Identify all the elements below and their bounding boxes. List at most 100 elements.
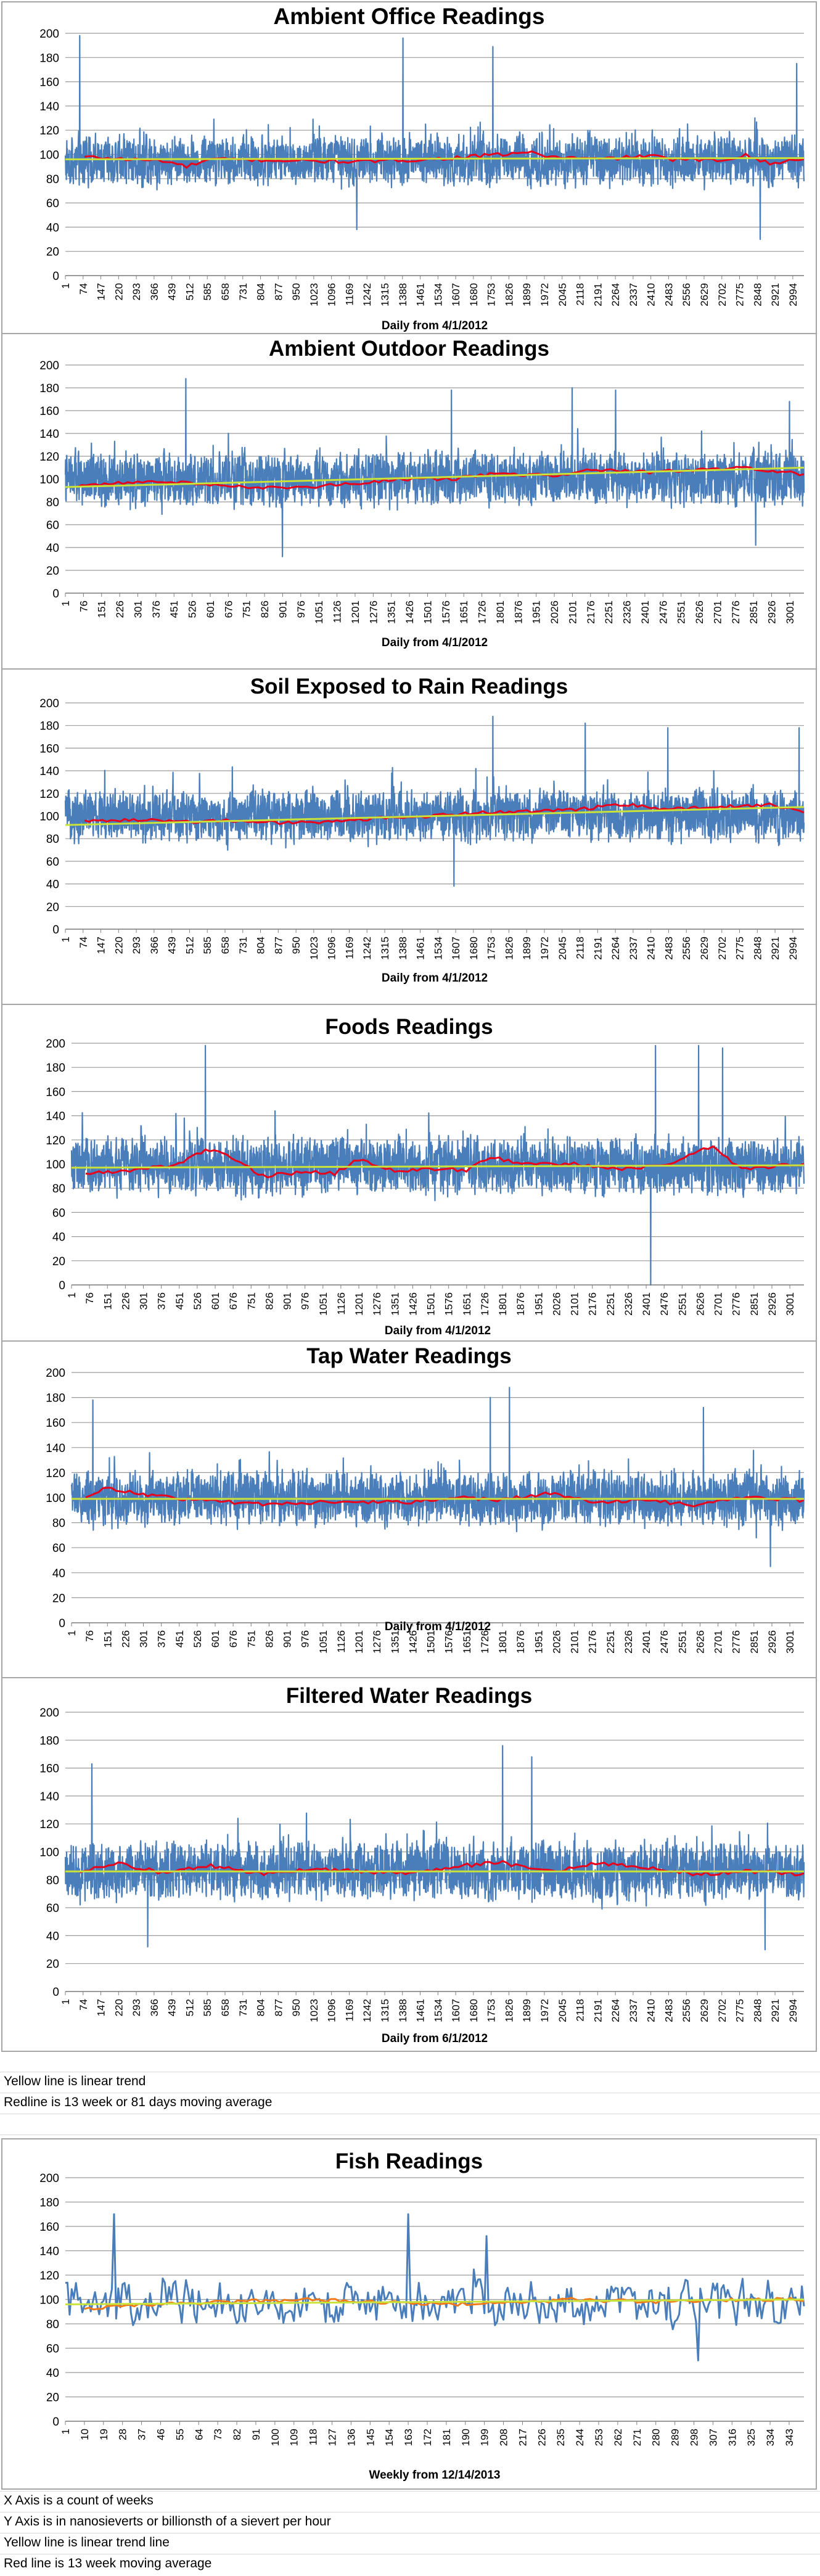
note-trend-line: Yellow line is linear trend line (4, 2535, 170, 2549)
x-tick-label: 526 (187, 601, 199, 618)
x-tick-label: 451 (168, 601, 180, 618)
x-tick-label: 2775 (734, 1999, 746, 2022)
x-tick-label: 1876 (512, 601, 524, 624)
y-tick-label: 80 (46, 1874, 59, 1887)
x-tick-label: 2251 (603, 601, 615, 624)
y-tick-label: 200 (39, 359, 59, 372)
x-tick-label: 1126 (335, 1292, 347, 1315)
x-tick-label: 1461 (415, 1999, 427, 2022)
y-tick-label: 120 (39, 451, 59, 464)
x-tick-label: 2629 (699, 937, 710, 960)
y-tick-label: 160 (39, 2221, 59, 2234)
x-tick-label: 658 (219, 1999, 231, 2016)
y-tick-label: 180 (39, 1734, 59, 1747)
x-tick-label: 2026 (551, 1292, 562, 1316)
y-tick-label: 100 (39, 149, 59, 162)
x-tick-label: 1801 (494, 601, 506, 624)
x-tick-label: 1 (60, 2429, 72, 2434)
y-tick-label: 0 (52, 2416, 59, 2429)
x-tick-label: 46 (155, 2429, 166, 2440)
x-tick-label: 2026 (551, 1630, 562, 1654)
x-tick-label: 877 (273, 283, 284, 300)
y-tick-label: 60 (46, 1902, 59, 1915)
x-tick-label: 226 (536, 2429, 547, 2446)
x-tick-label: 1 (60, 283, 72, 289)
x-tick-label: 826 (263, 1630, 275, 1647)
y-tick-label: 160 (39, 405, 59, 418)
y-tick-label: 180 (46, 1392, 65, 1405)
x-tick-label: 2921 (769, 937, 781, 960)
note-red-line: Redline is 13 week or 81 days moving ave… (4, 2095, 273, 2109)
x-tick-label: 1351 (389, 1630, 401, 1654)
series-trend-line (65, 2299, 805, 2305)
x-tick-label: 2851 (748, 601, 760, 624)
x-tick-label: 280 (650, 2429, 662, 2446)
series-moving-average-line (85, 1145, 805, 1179)
x-tick-label: 512 (184, 283, 195, 300)
x-tick-label: 877 (273, 937, 284, 954)
x-tick-label: 1276 (371, 1630, 383, 1654)
x-tick-label: 950 (290, 1999, 302, 2016)
x-tick-label: 512 (184, 937, 195, 954)
x-tick-label: 2401 (641, 1292, 652, 1316)
x-tick-label: 2264 (610, 937, 621, 960)
x-tick-label: 217 (517, 2429, 528, 2446)
y-tick-label: 140 (39, 428, 59, 441)
y-tick-label: 40 (52, 1567, 65, 1580)
x-tick-label: 2994 (787, 283, 799, 306)
x-tick-label: 901 (282, 1630, 293, 1647)
x-tick-label: 2101 (567, 601, 578, 624)
x-tick-label: 154 (383, 2429, 395, 2446)
y-tick-label: 60 (46, 519, 59, 532)
y-tick-label: 140 (46, 1442, 65, 1455)
x-tick-label: 1 (60, 937, 72, 942)
y-tick-label: 20 (46, 2392, 59, 2405)
x-tick-label: 1 (66, 1292, 78, 1298)
x-tick-label: 731 (237, 1999, 249, 2016)
x-tick-label: 826 (263, 1292, 275, 1310)
series-trend-line (71, 1164, 805, 1169)
y-tick-label: 200 (46, 1367, 65, 1380)
x-tick-label: 343 (784, 2429, 795, 2446)
x-tick-label: 64 (193, 2429, 205, 2440)
x-tick-label: 37 (136, 2429, 148, 2440)
chart-panel-fish: Fish Readings 0 20 40 60 80 100 120 140 160 180 200… (1, 2138, 817, 2490)
x-tick-label: 2101 (569, 1630, 581, 1654)
x-tick-label: 301 (138, 1630, 150, 1647)
y-tick-label: 140 (39, 100, 59, 113)
x-tick-label: 976 (295, 601, 307, 618)
x-tick-label: 1388 (397, 1999, 409, 2022)
x-tick-label: 439 (166, 937, 178, 954)
y-tick-label: 80 (52, 1517, 65, 1530)
x-tick-label: 1651 (461, 1292, 473, 1316)
x-tick-label: 2476 (657, 601, 669, 624)
x-tick-label: 2026 (549, 601, 560, 624)
x-tick-label: 376 (150, 601, 162, 618)
x-tick-label: 147 (96, 1999, 107, 2016)
x-axis-label: Daily from 4/1/2012 (382, 636, 488, 649)
x-tick-label: 1753 (486, 1999, 498, 2022)
x-tick-label: 2921 (769, 283, 781, 306)
x-axis-label: Daily from 4/1/2012 (385, 1620, 491, 1633)
y-tick-label: 200 (39, 28, 59, 41)
y-tick-label: 40 (46, 1930, 59, 1943)
y-tick-label: 200 (39, 697, 59, 710)
y-tick-label: 180 (46, 1062, 65, 1075)
x-tick-label: 76 (84, 1292, 96, 1304)
x-tick-label: 1576 (443, 1630, 455, 1654)
x-tick-label: 1680 (468, 283, 480, 306)
x-tick-label: 439 (166, 283, 178, 300)
x-tick-label: 2045 (557, 283, 568, 306)
x-tick-label: 73 (212, 2429, 224, 2440)
y-tick-label: 100 (46, 1159, 65, 1171)
x-tick-label: 2776 (730, 601, 742, 624)
series-raw-line (70, 1387, 805, 1567)
x-tick-label: 1 (66, 1630, 78, 1636)
x-tick-label: 293 (131, 283, 142, 300)
x-tick-label: 731 (237, 283, 249, 300)
x-tick-label: 1023 (308, 937, 320, 960)
x-tick-label: 271 (631, 2429, 643, 2446)
x-tick-label: 751 (245, 1292, 257, 1310)
y-tick-label: 80 (46, 833, 59, 846)
x-tick-label: 2326 (621, 601, 633, 624)
